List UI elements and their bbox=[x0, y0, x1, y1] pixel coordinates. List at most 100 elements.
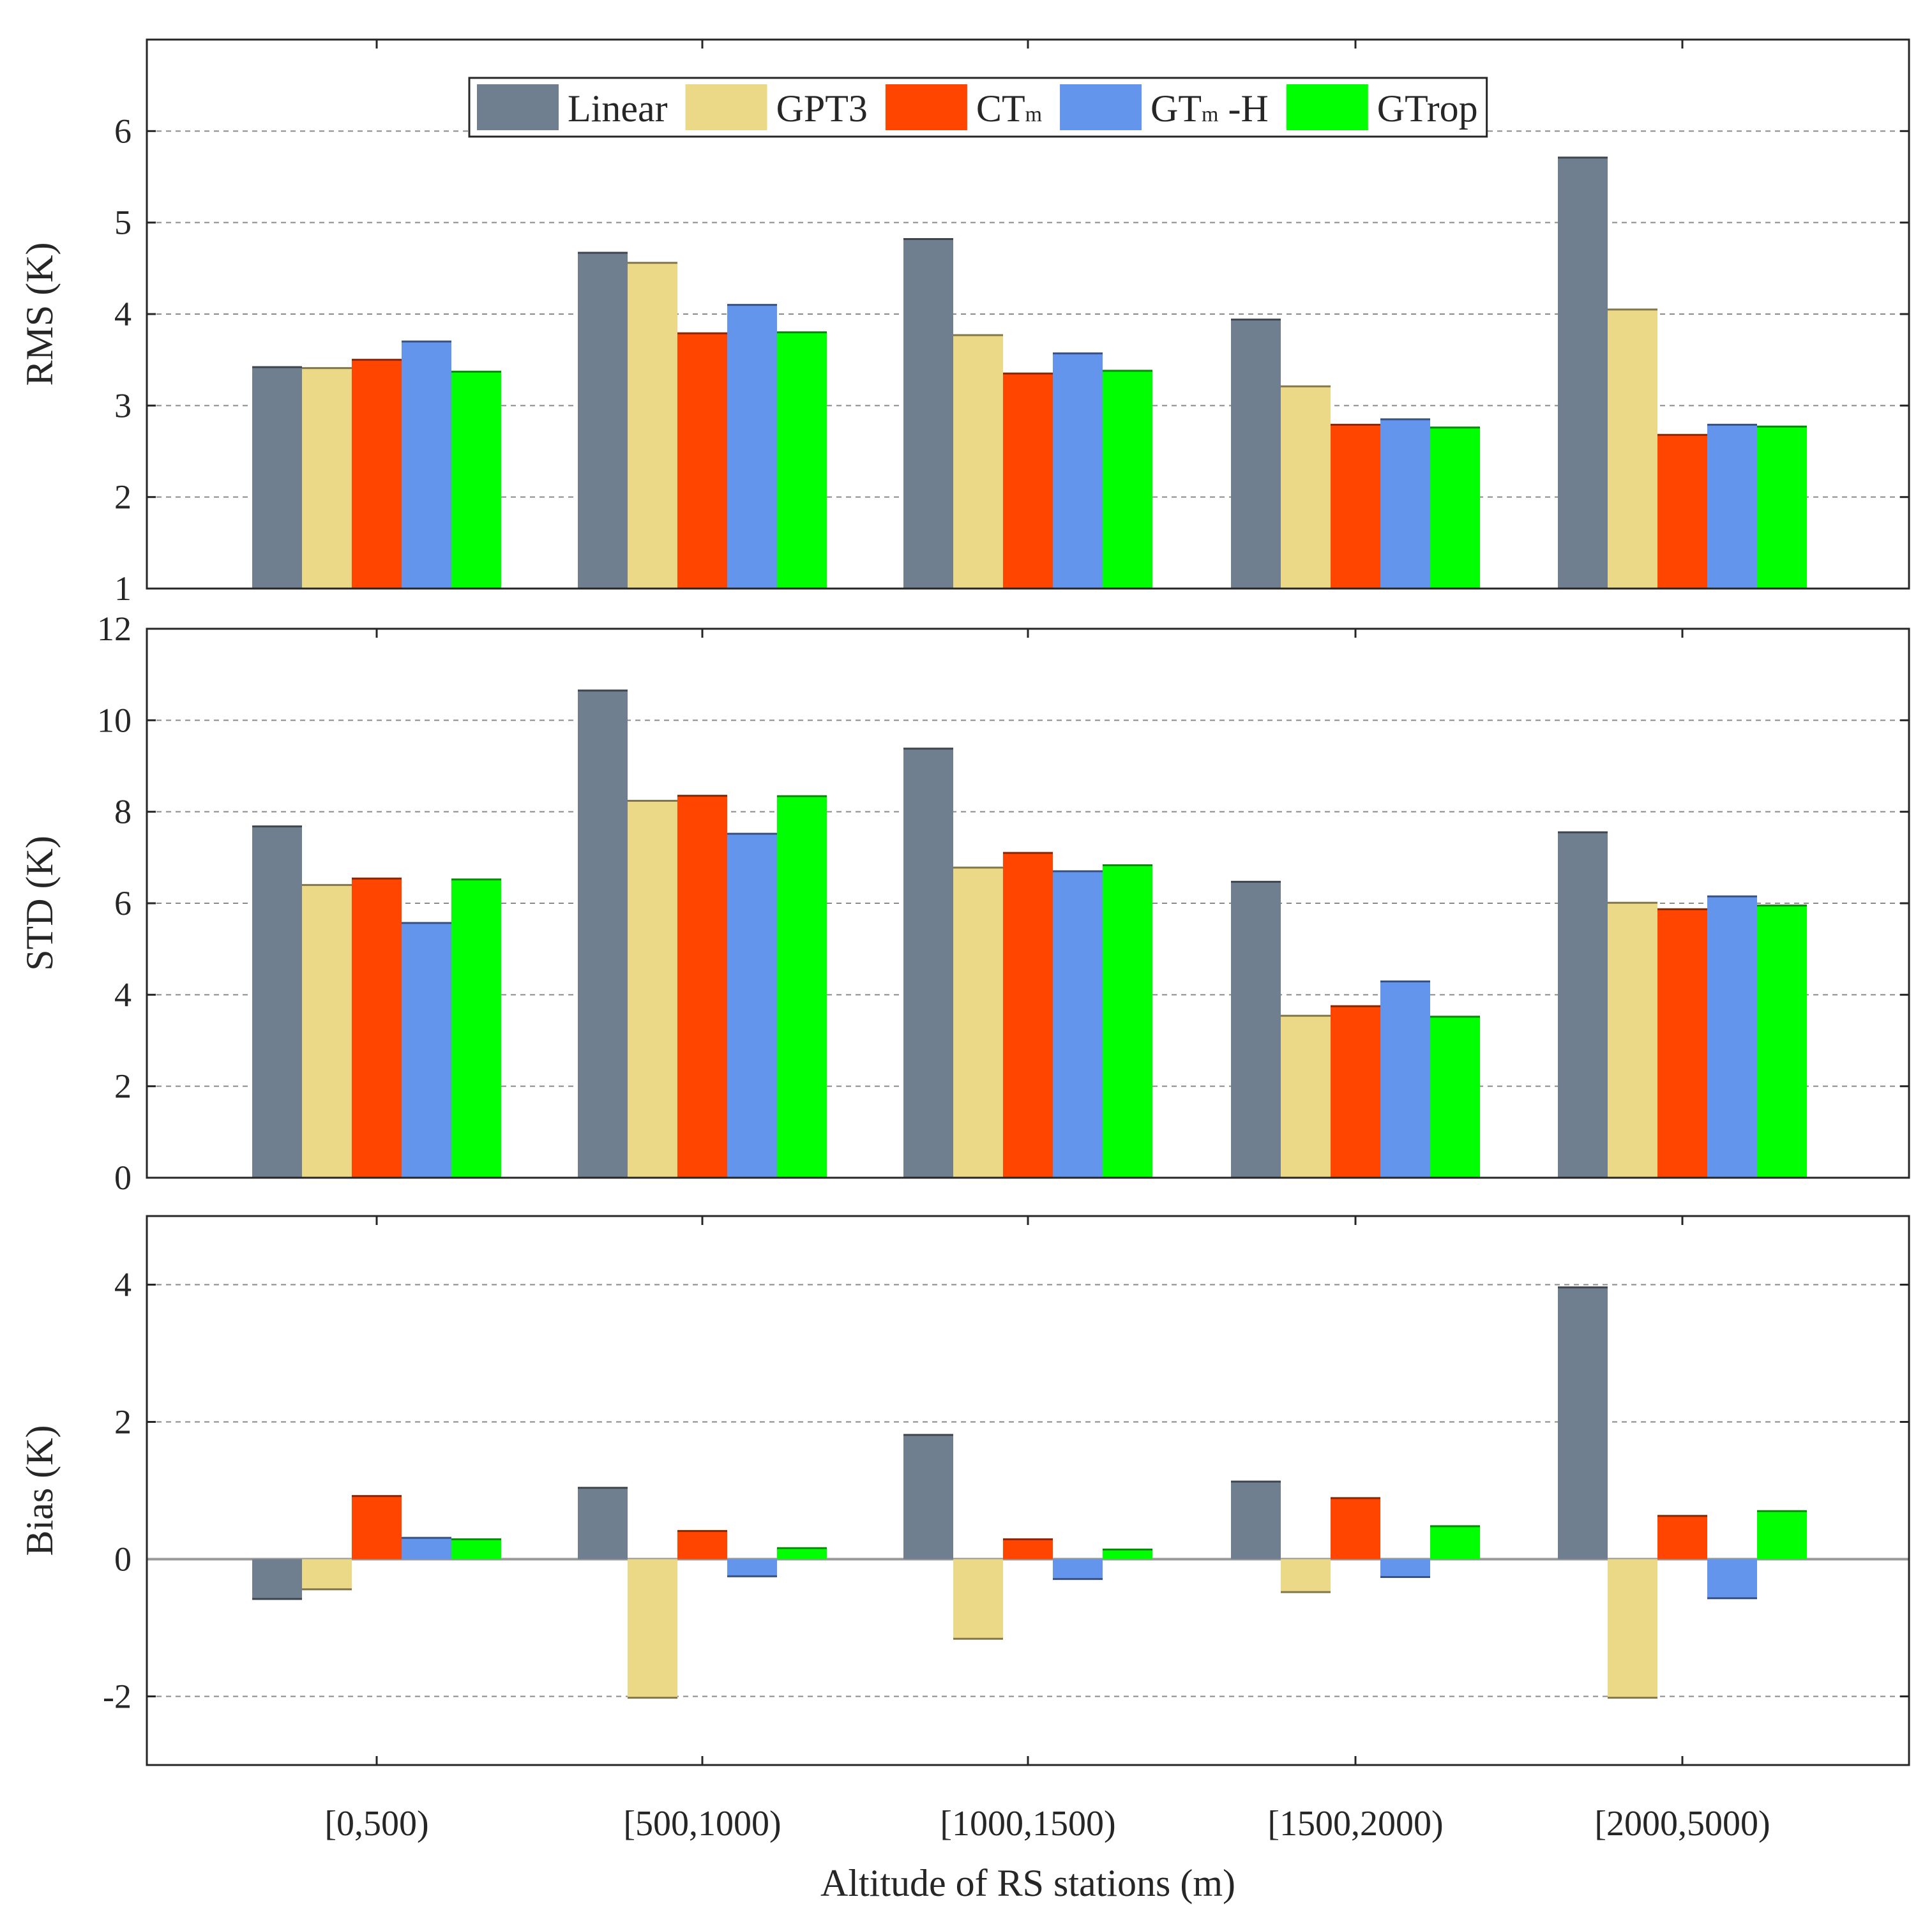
bar-ctm-1 bbox=[352, 359, 402, 589]
bar-gtrop-2 bbox=[777, 332, 827, 589]
bar-ctm-3 bbox=[1003, 373, 1053, 589]
bar-ctm-3 bbox=[1003, 1539, 1053, 1559]
legend-swatch bbox=[1286, 84, 1368, 130]
legend-label: CTm bbox=[976, 87, 1042, 130]
y-tick-label: 6 bbox=[114, 112, 132, 150]
y-tick-label: 6 bbox=[114, 884, 132, 922]
legend-label: GPT3 bbox=[776, 87, 868, 130]
bar-gtrop-4 bbox=[1430, 1526, 1480, 1559]
y-axis-label: STD (K) bbox=[19, 836, 61, 971]
bar-ctm-3 bbox=[1003, 853, 1053, 1178]
y-tick-label: 2 bbox=[114, 1067, 132, 1106]
legend-swatch bbox=[1060, 84, 1142, 130]
y-tick-label: 3 bbox=[114, 386, 132, 424]
bar-ctm-4 bbox=[1331, 424, 1380, 589]
bar-linear-1 bbox=[252, 367, 302, 589]
x-tick-label: [1500,2000) bbox=[1267, 1804, 1443, 1844]
bar-gtm-h-4 bbox=[1380, 1559, 1430, 1577]
panel-3: -2 0 2 4 Bias (K) bbox=[19, 1215, 1910, 1766]
bar-linear-4 bbox=[1231, 1482, 1281, 1559]
bar-linear-1 bbox=[252, 826, 302, 1178]
bar-gpt3-3 bbox=[953, 1559, 1003, 1639]
bar-linear-5 bbox=[1558, 832, 1608, 1178]
bar-gtrop-4 bbox=[1430, 1016, 1480, 1178]
bar-gtm-h-1 bbox=[402, 1538, 451, 1559]
y-tick-label: 8 bbox=[114, 793, 132, 831]
y-tick-label: 12 bbox=[97, 610, 132, 648]
bar-gpt3-1 bbox=[302, 885, 352, 1178]
bar-gtm-h-5 bbox=[1707, 1559, 1757, 1598]
y-tick-label: 0 bbox=[114, 1540, 132, 1579]
bar-linear-2 bbox=[578, 690, 628, 1178]
bar-gtm-h-5 bbox=[1707, 424, 1757, 589]
bar-ctm-2 bbox=[677, 333, 727, 589]
bar-gtrop-2 bbox=[777, 1548, 827, 1559]
bar-ctm-1 bbox=[352, 1496, 402, 1559]
y-axis-label: Bias (K) bbox=[19, 1425, 61, 1556]
bar-linear-1 bbox=[252, 1559, 302, 1599]
bar-gpt3-2 bbox=[628, 262, 677, 589]
bar-gpt3-1 bbox=[302, 1559, 352, 1589]
legend-swatch bbox=[477, 84, 559, 130]
bar-gtm-h-3 bbox=[1053, 871, 1103, 1178]
bar-gpt3-4 bbox=[1281, 1016, 1331, 1178]
panel-1: 1 2 3 4 5 6 RMS (K) bbox=[19, 38, 1910, 608]
bar-gtrop-1 bbox=[451, 372, 501, 589]
bar-ctm-4 bbox=[1331, 1498, 1380, 1559]
legend-label: GTrop bbox=[1377, 87, 1478, 130]
bar-gtrop-1 bbox=[451, 879, 501, 1178]
axes-frame bbox=[146, 38, 1910, 590]
y-tick-label: 2 bbox=[114, 1403, 132, 1441]
legend-label: GTm -H bbox=[1151, 87, 1269, 130]
bar-linear-4 bbox=[1231, 319, 1281, 589]
legend: Linear GPT3 CTm GTm -H GTrop bbox=[468, 77, 1488, 138]
bar-gtm-h-4 bbox=[1380, 419, 1430, 589]
x-axis-label: Altitude of RS stations (m) bbox=[820, 1862, 1235, 1904]
bar-ctm-5 bbox=[1657, 909, 1707, 1178]
bar-ctm-5 bbox=[1657, 435, 1707, 589]
bar-gtrop-5 bbox=[1757, 426, 1807, 589]
bar-gpt3-5 bbox=[1608, 1559, 1657, 1698]
bar-gtm-h-2 bbox=[727, 834, 777, 1178]
bar-ctm-2 bbox=[677, 1531, 727, 1559]
x-tick-label: [500,1000) bbox=[623, 1804, 781, 1844]
bar-gtm-h-4 bbox=[1380, 981, 1430, 1178]
bar-linear-3 bbox=[903, 748, 953, 1178]
bar-gtm-h-2 bbox=[727, 304, 777, 589]
bar-linear-3 bbox=[903, 1434, 953, 1559]
bar-gpt3-2 bbox=[628, 1559, 677, 1698]
bar-ctm-1 bbox=[352, 878, 402, 1178]
y-tick-label: 4 bbox=[114, 295, 132, 333]
bar-gtrop-5 bbox=[1757, 905, 1807, 1178]
legend-entry-linear: Linear bbox=[477, 84, 668, 130]
legend-label: Linear bbox=[568, 87, 668, 130]
panel-2: 0 2 4 6 8 10 12 STD (K) bbox=[19, 610, 1910, 1197]
bar-gtrop-3 bbox=[1103, 865, 1152, 1178]
legend-swatch bbox=[685, 84, 767, 130]
bar-gtm-h-2 bbox=[727, 1559, 777, 1577]
bar-ctm-5 bbox=[1657, 1515, 1707, 1559]
x-tick-label: [1000,1500) bbox=[940, 1804, 1115, 1844]
bar-gpt3-5 bbox=[1608, 309, 1657, 589]
bar-linear-3 bbox=[903, 239, 953, 589]
bar-gpt3-5 bbox=[1608, 903, 1657, 1178]
x-tick-label: [0,500) bbox=[324, 1804, 428, 1844]
bar-gtrop-2 bbox=[777, 796, 827, 1178]
bar-gtm-h-3 bbox=[1053, 353, 1103, 589]
bar-gtrop-1 bbox=[451, 1539, 501, 1559]
legend-swatch bbox=[885, 84, 967, 130]
bar-gpt3-2 bbox=[628, 800, 677, 1178]
axes-frame bbox=[146, 627, 1910, 1179]
bar-gtrop-3 bbox=[1103, 370, 1152, 589]
y-tick-label: 1 bbox=[114, 569, 132, 608]
legend-entry-ctm: CTm bbox=[885, 84, 1042, 130]
bar-gtrop-4 bbox=[1430, 427, 1480, 589]
bar-gtrop-5 bbox=[1757, 1511, 1807, 1559]
bar-gtm-h-3 bbox=[1053, 1559, 1103, 1579]
axes-frame bbox=[146, 1215, 1910, 1766]
bar-gtm-h-5 bbox=[1707, 896, 1757, 1178]
x-tick-label: [2000,5000) bbox=[1594, 1804, 1770, 1844]
bar-gpt3-4 bbox=[1281, 1559, 1331, 1593]
bar-linear-5 bbox=[1558, 1287, 1608, 1559]
